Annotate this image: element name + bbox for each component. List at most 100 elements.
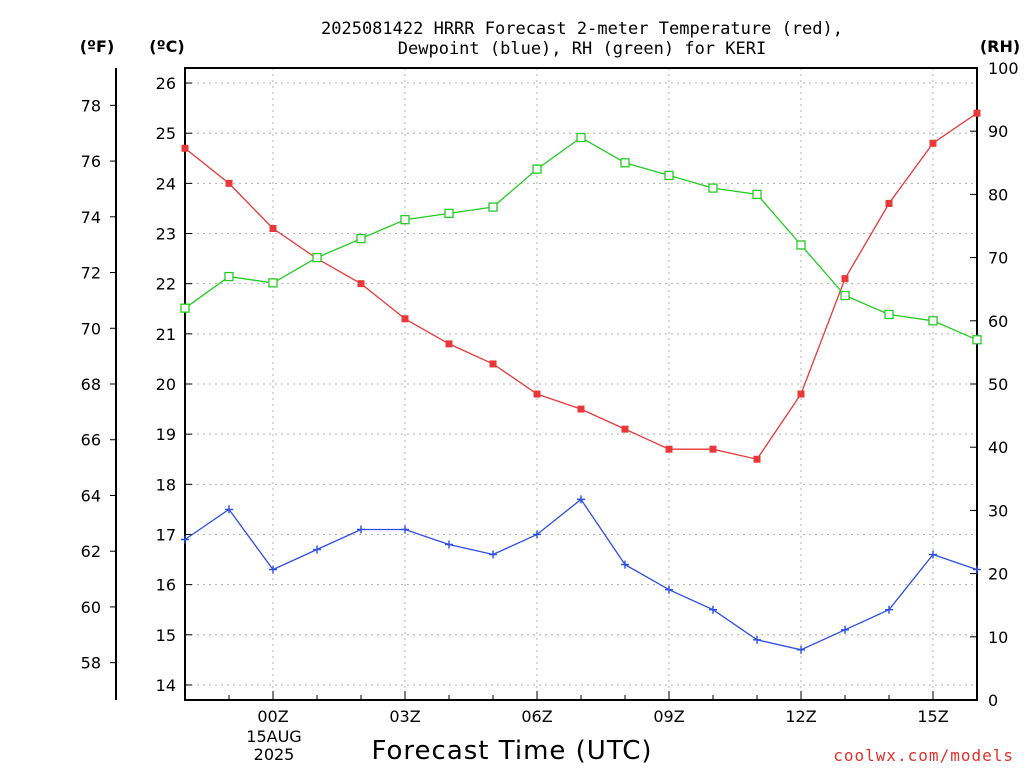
- x-tick-label: 03Z: [389, 707, 420, 726]
- temperature-point: [445, 340, 453, 348]
- temperature-point: [709, 445, 717, 453]
- data-series: [180, 109, 982, 654]
- celsius-tick-label: 26: [156, 74, 176, 93]
- dewpoint-point: [973, 565, 981, 574]
- temperature-point: [269, 225, 277, 233]
- rh-point: [312, 252, 322, 263]
- rh-point: [532, 164, 542, 174]
- rh-point: [796, 240, 806, 250]
- celsius-tick-label: 24: [156, 174, 176, 193]
- dewpoint-point: [357, 525, 365, 534]
- dewpoint-point: [225, 505, 233, 514]
- temperature-point: [533, 390, 541, 398]
- rh-series: [180, 132, 982, 345]
- dewpoint-point: [577, 495, 585, 504]
- temperature-point: [973, 109, 981, 117]
- fahrenheit-tick-label: 62: [81, 542, 101, 561]
- rh-point: [928, 316, 938, 326]
- celsius-tick-label: 22: [156, 275, 176, 294]
- temperature-point: [401, 315, 409, 323]
- fahrenheit-tick-label: 66: [81, 431, 101, 450]
- rh-point: [224, 271, 234, 282]
- fahrenheit-tick-label: 58: [81, 654, 101, 673]
- temperature-point: [489, 360, 497, 368]
- celsius-tick-label: 19: [156, 425, 176, 444]
- temperature-point: [577, 405, 585, 413]
- rh-tick-label: 20: [988, 565, 1008, 584]
- dewpoint-point: [313, 545, 321, 554]
- rh-point: [356, 233, 366, 244]
- celsius-tick-label: 14: [156, 676, 176, 695]
- grid-lines: [185, 68, 977, 700]
- rh-tick-label: 0: [988, 691, 998, 710]
- rh-tick-label: 100: [988, 59, 1019, 78]
- dewpoint-point: [401, 525, 409, 534]
- temperature-point: [621, 425, 629, 433]
- temperature-point: [885, 199, 893, 207]
- celsius-tick-label: 23: [156, 225, 176, 244]
- celsius-tick-label: 25: [156, 124, 176, 143]
- rh-tick-label: 40: [988, 438, 1008, 457]
- fahrenheit-unit-label: (ºF): [80, 37, 115, 56]
- credit-label: coolwx.com/models: [833, 746, 1014, 765]
- celsius-tick-label: 21: [156, 325, 176, 344]
- x-tick-label: 09Z: [653, 707, 684, 726]
- x-tick-label: 15Z: [917, 707, 948, 726]
- dewpoint-point: [841, 625, 849, 634]
- fahrenheit-tick-label: 60: [81, 598, 101, 617]
- rh-point: [576, 132, 586, 143]
- rh-tick-label: 90: [988, 122, 1008, 141]
- rh-tick-label: 10: [988, 628, 1008, 647]
- celsius-tick-label: 16: [156, 576, 176, 595]
- dewpoint-point: [181, 535, 189, 544]
- rh-unit-label: (RH): [980, 37, 1020, 56]
- celsius-tick-label: 20: [156, 375, 176, 394]
- rh-point: [708, 183, 718, 193]
- rh-point: [444, 208, 454, 219]
- dewpoint-point: [621, 560, 629, 569]
- dewpoint-point: [665, 585, 673, 594]
- dewpoint-series: [181, 495, 981, 654]
- celsius-tick-label: 17: [156, 525, 176, 544]
- rh-point: [488, 202, 498, 212]
- temperature-point: [225, 179, 233, 187]
- rh-tick-label: 50: [988, 375, 1008, 394]
- date-label-day: 15AUG: [246, 727, 301, 746]
- temperature-point: [181, 144, 189, 152]
- fahrenheit-tick-label: 76: [81, 152, 101, 171]
- temperature-point: [357, 280, 365, 288]
- rh-point: [268, 278, 278, 288]
- rh-point: [972, 335, 982, 345]
- rh-point: [752, 189, 762, 200]
- temperature-point: [929, 139, 937, 147]
- dewpoint-point: [445, 540, 453, 549]
- dewpoint-point: [269, 565, 277, 574]
- rh-tick-label: 80: [988, 185, 1008, 204]
- dewpoint-point: [929, 550, 937, 559]
- dewpoint-point: [797, 645, 805, 654]
- chart-title-line-2: Dewpoint (blue), RH (green) for KERI: [398, 39, 766, 59]
- rh-point: [400, 215, 410, 225]
- rh-tick-label: 60: [988, 312, 1008, 331]
- rh-tick-label: 70: [988, 249, 1008, 268]
- axis-ticks: 14 15 16 17 18 19 20 21 22 23 24 25 26 58 60 62 64 66 68 70…: [81, 59, 1019, 726]
- x-tick-label: 06Z: [521, 707, 552, 726]
- dewpoint-point: [753, 635, 761, 644]
- dewpoint-point: [885, 605, 893, 614]
- chart-title-line-1: 2025081422 HRRR Forecast 2-meter Tempera…: [321, 19, 843, 39]
- fahrenheit-tick-label: 78: [81, 96, 101, 115]
- rh-tick-label: 30: [988, 501, 1008, 520]
- celsius-unit-label: (ºC): [149, 37, 184, 56]
- fahrenheit-tick-label: 70: [81, 319, 101, 338]
- fahrenheit-tick-label: 64: [81, 486, 101, 505]
- x-tick-label: 12Z: [785, 707, 816, 726]
- dewpoint-line: [184, 498, 978, 651]
- temperature-series: [181, 109, 981, 463]
- x-tick-label: 00Z: [257, 707, 288, 726]
- dewpoint-point: [709, 605, 717, 614]
- temperature-point: [797, 390, 805, 398]
- rh-point: [884, 309, 894, 320]
- dewpoint-point: [489, 550, 497, 559]
- rh-point: [840, 290, 850, 301]
